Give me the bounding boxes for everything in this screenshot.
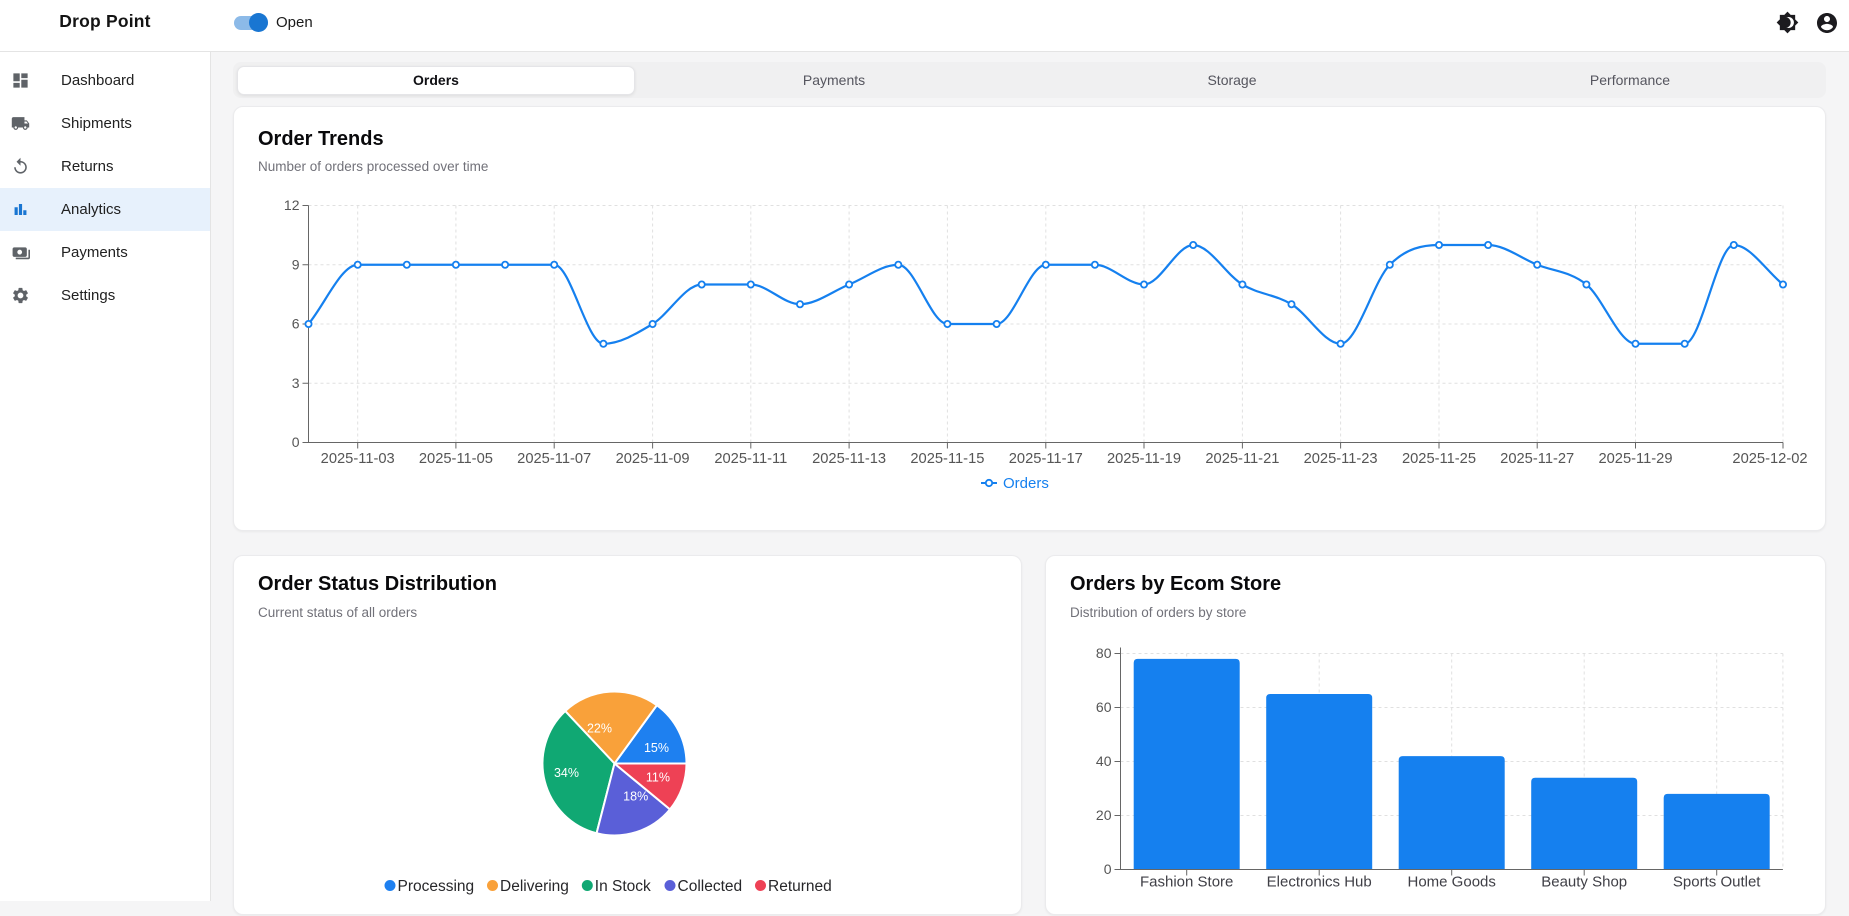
svg-text:2025-11-15: 2025-11-15 [910, 451, 984, 467]
svg-text:Beauty Shop: Beauty Shop [1541, 874, 1627, 891]
svg-text:6: 6 [292, 316, 300, 332]
svg-text:Electronics Hub: Electronics Hub [1267, 874, 1372, 891]
svg-text:2025-11-07: 2025-11-07 [517, 451, 591, 467]
svg-text:15%: 15% [644, 741, 669, 755]
svg-text:40: 40 [1096, 753, 1112, 769]
svg-text:Processing: Processing [398, 878, 475, 895]
svg-text:2025-11-25: 2025-11-25 [1402, 451, 1476, 467]
svg-text:12: 12 [284, 197, 300, 213]
svg-text:22%: 22% [587, 721, 612, 735]
svg-text:Orders: Orders [1003, 475, 1049, 492]
svg-text:0: 0 [292, 434, 300, 450]
svg-text:2025-11-11: 2025-11-11 [714, 451, 787, 467]
svg-text:2025-11-21: 2025-11-21 [1205, 451, 1279, 467]
svg-text:80: 80 [1096, 645, 1112, 661]
svg-text:2025-11-23: 2025-11-23 [1304, 451, 1378, 467]
svg-text:2025-11-27: 2025-11-27 [1500, 451, 1574, 467]
svg-text:11%: 11% [646, 770, 670, 784]
svg-text:2025-11-19: 2025-11-19 [1107, 451, 1181, 467]
svg-text:3: 3 [292, 375, 300, 391]
svg-text:34%: 34% [554, 766, 579, 780]
svg-text:2025-11-09: 2025-11-09 [616, 451, 690, 467]
svg-text:2025-11-03: 2025-11-03 [321, 451, 395, 467]
svg-text:9: 9 [292, 256, 300, 272]
svg-text:2025-11-29: 2025-11-29 [1598, 451, 1672, 467]
svg-text:2025-11-17: 2025-11-17 [1009, 451, 1083, 467]
svg-text:2025-11-13: 2025-11-13 [812, 451, 886, 467]
svg-text:60: 60 [1096, 699, 1112, 715]
svg-text:Returned: Returned [768, 878, 832, 895]
svg-text:18%: 18% [623, 789, 648, 803]
svg-text:20: 20 [1096, 807, 1112, 823]
svg-text:Collected: Collected [678, 878, 743, 895]
svg-text:Home Goods: Home Goods [1408, 874, 1496, 891]
svg-text:0: 0 [1104, 861, 1112, 877]
svg-text:In Stock: In Stock [595, 878, 651, 895]
svg-text:Delivering: Delivering [500, 878, 569, 895]
svg-text:Fashion Store: Fashion Store [1140, 874, 1233, 891]
svg-text:2025-12-02: 2025-12-02 [1732, 451, 1807, 467]
svg-text:Sports Outlet: Sports Outlet [1673, 874, 1761, 891]
svg-text:2025-11-05: 2025-11-05 [419, 451, 493, 467]
